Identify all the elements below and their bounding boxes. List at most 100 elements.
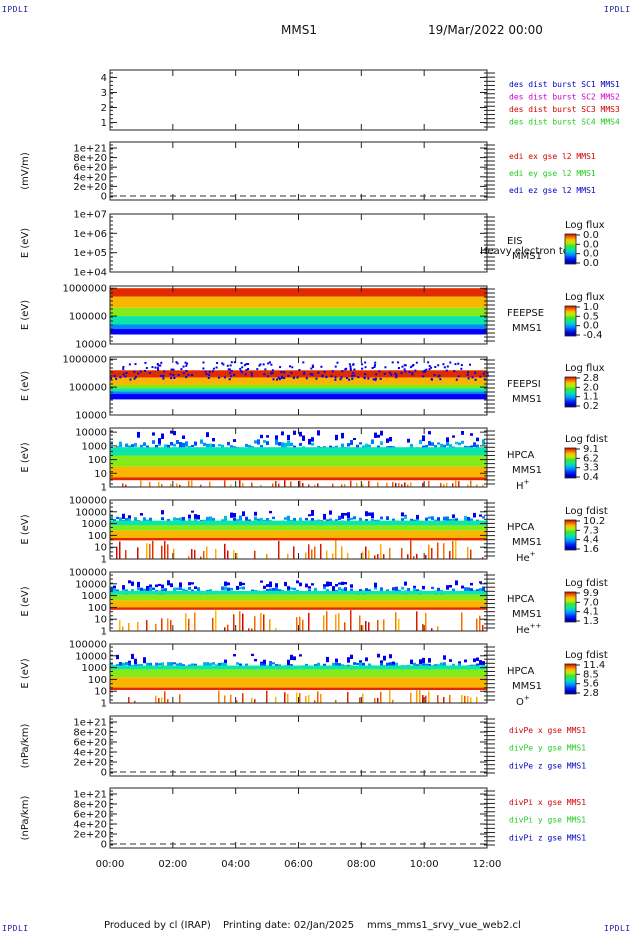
spectro-cell [452, 588, 455, 593]
spectro-cell [326, 581, 329, 587]
spectro-cell [476, 696, 478, 703]
spectro-cell [197, 587, 200, 593]
spectro-cell [170, 620, 172, 631]
spectro-cell [446, 365, 449, 368]
spectro-cell [437, 695, 439, 703]
spectro-cell [245, 443, 248, 447]
spectro-cell [482, 586, 485, 593]
spectro-cell [260, 434, 263, 439]
spectro-cell [326, 550, 328, 559]
spectro-cell [125, 484, 127, 487]
spectro-cell [428, 516, 431, 519]
spectro-cell [377, 653, 380, 658]
spectro-cell [236, 552, 238, 559]
spectro-cell [170, 483, 172, 487]
spectro-cell [446, 482, 448, 487]
spectro-cell [236, 700, 238, 703]
spectro-cell [395, 376, 398, 379]
spectro-cell [373, 365, 376, 368]
spectro-cell [182, 435, 185, 439]
spectro-cell [455, 441, 458, 445]
spectro-cell [116, 516, 119, 519]
spectro-cell [425, 695, 427, 703]
y-axis-label: E (eV) [20, 300, 31, 330]
spectro-cell [278, 541, 280, 559]
spectro-cell [233, 517, 236, 523]
spectro-cell [161, 618, 163, 631]
spectro-cell [386, 438, 389, 443]
spectro-cell [325, 376, 328, 379]
corner-label-bottom-left: IPDLI [2, 924, 29, 933]
spectro-cell [443, 696, 445, 703]
spectro-cell [443, 484, 445, 487]
spectro-cell [160, 361, 163, 364]
y-tick-label: 100 [88, 603, 107, 614]
spectro-cell [353, 438, 356, 440]
spectro-cell [461, 440, 464, 444]
spectro-cell [176, 483, 178, 487]
colorbar-tick-label: 4.4 [583, 535, 599, 546]
spectro-cell [248, 628, 250, 631]
spectro-cell [377, 697, 379, 703]
spectro-cell [461, 585, 464, 589]
spectro-cell [149, 662, 152, 668]
spectro-cell [240, 371, 243, 374]
y-tick-label: 6e+20 [73, 163, 107, 174]
spectro-cell [308, 612, 310, 631]
x-tick-label: 04:00 [221, 859, 250, 870]
y-tick-label: 10000 [75, 340, 107, 351]
spacecraft-label: MMS1 [512, 465, 542, 476]
spectro-cell [466, 373, 469, 376]
spectro-cell [188, 480, 190, 487]
spectro-cell [263, 659, 266, 666]
spectro-cell [380, 691, 382, 703]
spectro-cell [140, 513, 143, 516]
spectro-cell [144, 361, 147, 364]
spectro-cell [422, 445, 425, 449]
spectro-cell [266, 553, 268, 559]
spectro-cell [268, 361, 271, 364]
spectro-cell [314, 664, 317, 667]
spectro-cell [137, 372, 140, 375]
spectro-cell [407, 484, 409, 487]
spectro-cell [352, 372, 355, 375]
spectro-cell [452, 518, 455, 522]
spectro-cell [308, 544, 310, 559]
spectro-cell [179, 694, 181, 703]
spectro-cell [240, 362, 243, 365]
spectro-cell [389, 436, 392, 442]
spectro-cell [437, 542, 439, 559]
colorbar-tick-label: 5.6 [583, 679, 599, 690]
spectro-cell [275, 583, 278, 588]
spectro-cell [247, 363, 250, 365]
spectro-cell [449, 551, 451, 559]
y-tick-label: 1 [101, 118, 107, 129]
y-tick-label: 3 [101, 88, 107, 99]
spectro-cell [179, 587, 182, 590]
spectro-cell [266, 584, 269, 587]
spectro-cell [344, 513, 347, 516]
spectro-cell [292, 376, 295, 379]
spectro-cell [194, 586, 197, 589]
spectro-cell [266, 435, 269, 438]
spectro-cell [404, 581, 407, 586]
spectro-cell [218, 662, 221, 668]
y-tick-label: 0 [101, 840, 107, 851]
x-tick-label: 12:00 [473, 859, 502, 870]
y-axis-label: (mV/m) [20, 152, 31, 190]
spectro-cell [479, 514, 482, 517]
spectro-cell [392, 587, 395, 591]
spectro-cell [320, 543, 322, 559]
spectro-cell [434, 366, 437, 368]
spectro-cell [445, 369, 448, 372]
instrument-label: FEEPSE [507, 308, 544, 319]
spectro-cell [256, 368, 259, 371]
legend-entry: edi ey gse l2 MMS1 [509, 169, 596, 178]
spectro-cell [137, 622, 139, 631]
spectro-cell [377, 482, 379, 487]
spectro-cell [461, 695, 463, 703]
y-tick-label: 1e+04 [73, 268, 107, 279]
spectro-cell [194, 514, 197, 520]
spectro-cell [122, 585, 125, 590]
legend-entry: des dist burst SC2 MMS2 [509, 93, 620, 102]
